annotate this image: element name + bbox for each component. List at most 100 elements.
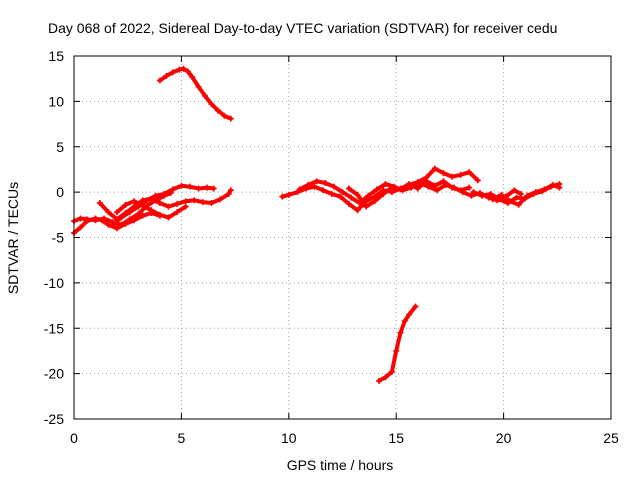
y-tick-label: -5 [52, 230, 65, 246]
data-point [182, 203, 189, 210]
y-tick-label: -20 [44, 366, 64, 382]
data-point [457, 187, 464, 194]
data-point [113, 225, 120, 232]
data-point [96, 200, 103, 207]
data-point [217, 196, 224, 203]
data-point [337, 193, 344, 200]
y-axis-label: SDTVAR / TECUs [5, 182, 21, 294]
data-point [487, 190, 494, 197]
y-tick-labels: -25 -20 -15 -10 -5 0 5 10 15 [44, 48, 64, 427]
series-pass-12 [376, 303, 419, 384]
data-point [380, 190, 387, 197]
data-point [431, 165, 438, 172]
data-point [165, 203, 172, 210]
data-point [92, 215, 99, 222]
series-pass-11 [489, 181, 563, 208]
data-point [176, 66, 183, 73]
data-point [208, 200, 215, 207]
data-point [376, 377, 383, 384]
data-point [466, 169, 473, 176]
y-tick-label: -10 [44, 275, 64, 291]
data-point [311, 183, 318, 190]
data-point [513, 194, 520, 201]
data-point [174, 209, 181, 216]
data-point [406, 311, 413, 318]
data-point [498, 191, 505, 198]
data-point [412, 303, 419, 310]
data-point [227, 115, 234, 122]
data-point [388, 184, 395, 191]
data-point [345, 200, 352, 207]
data-point [148, 207, 155, 214]
y-tick-label: 15 [48, 48, 64, 64]
data-point [434, 187, 441, 194]
data-point [163, 72, 170, 79]
data-point [474, 177, 481, 184]
data-point [189, 73, 196, 80]
data-point [388, 368, 395, 375]
data-point [221, 112, 228, 119]
x-axis-label: GPS time / hours [287, 457, 394, 473]
x-tick-label: 5 [178, 430, 186, 446]
data-point [305, 181, 312, 188]
data-point [479, 192, 486, 199]
data-point [457, 171, 464, 178]
chart-title: Day 068 of 2022, Sidereal Day-to-day VTE… [48, 20, 557, 36]
data-point [208, 101, 215, 108]
data-point [178, 182, 185, 189]
data-point [180, 65, 187, 72]
data-point [330, 183, 337, 190]
data-point [313, 178, 320, 185]
data-point [184, 68, 191, 75]
data-point [113, 209, 120, 216]
data-point [371, 198, 378, 205]
y-tick-label: 5 [56, 139, 64, 155]
y-tick-label: 10 [48, 93, 64, 109]
data-point [169, 69, 176, 76]
data-point [363, 203, 370, 210]
data-point [489, 196, 496, 203]
data-point [320, 187, 327, 194]
data-point [174, 200, 181, 207]
series-pass-6 [156, 65, 234, 122]
series-pass-5 [113, 198, 189, 221]
x-tick-labels: 0 5 10 15 20 25 [70, 430, 619, 446]
data-point [152, 192, 159, 199]
data-point [122, 220, 129, 227]
data-point [401, 317, 408, 324]
data-point [98, 217, 105, 224]
series-pass-9 [345, 178, 473, 210]
x-tick-label: 20 [496, 430, 512, 446]
data-point [105, 209, 112, 216]
x-tick-label: 15 [388, 430, 404, 446]
data-point [468, 192, 475, 199]
data-point [139, 202, 146, 209]
data-point [77, 224, 84, 231]
data-point [466, 184, 473, 191]
data-point [393, 347, 400, 354]
data-point [532, 189, 539, 196]
data-point [77, 215, 84, 222]
data-point [322, 180, 329, 187]
data-point [191, 197, 198, 204]
data-point [195, 185, 202, 192]
data-point [423, 178, 430, 185]
data-point [296, 186, 303, 193]
data-point [210, 185, 217, 192]
data-point [131, 217, 138, 224]
data-point [382, 180, 389, 187]
x-tick-label: 10 [281, 430, 297, 446]
data-point [354, 191, 361, 198]
data-point [431, 182, 438, 189]
y-tick-label: 0 [56, 184, 64, 200]
data-point [169, 186, 176, 193]
data-point [202, 92, 209, 99]
y-tick-label: -25 [44, 411, 64, 427]
data-point [109, 221, 116, 228]
x-tick-label: 0 [70, 430, 78, 446]
y-tick-label: -15 [44, 320, 64, 336]
data-point [126, 209, 133, 216]
data-point [328, 190, 335, 197]
data-point [507, 198, 514, 205]
